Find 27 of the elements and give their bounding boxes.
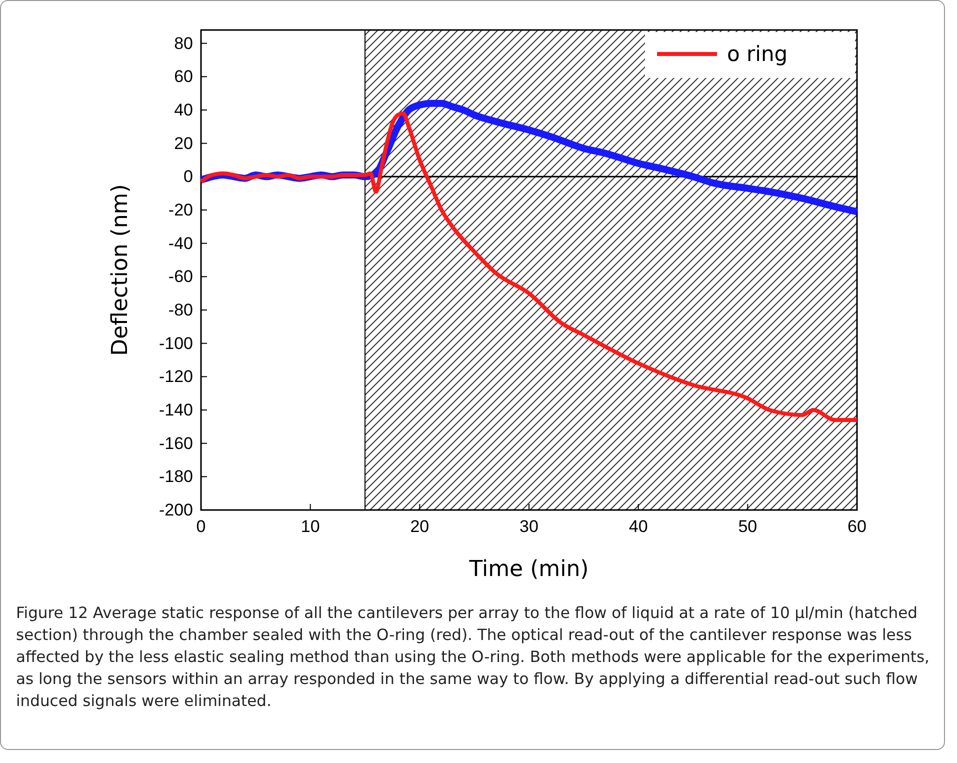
x-tick-label: 0 [196,517,206,536]
x-tick-label: 50 [738,517,758,536]
y-tick-label: -100 [158,334,193,353]
legend-label: o ring [727,42,788,66]
caption: Figure 12 Average static response of all the cantilevers per array to the flow of liquid at a rate of 10 µl/min (hatched section) through the chamber sealed with the O-ring (red). The optical read-out of the cantilever response was less affected by the less elastic sealing method than using the O-ring. Both methods were applicable for the experiments, as long the sensors within an array responded in the same way to flow. By applying a differential read-out such flow induced signals were eliminated. [16,603,930,712]
line-series [199,111,859,422]
y-axis-title: Deflection (nm) [108,184,133,356]
y-tick-label: 40 [174,100,193,120]
y-tick-label: -80 [168,300,193,320]
y-tick-label: 20 [174,134,193,153]
y-tick-label: -160 [158,434,193,453]
x-tick-label: 40 [628,517,648,536]
y-tick-label: -180 [158,467,193,486]
y-tick-label: -120 [158,367,193,386]
y-tick-label: 80 [174,34,193,53]
y-tick-label: 0 [184,167,193,186]
x-tick-label: 10 [300,517,320,536]
x-tick-label: 30 [520,517,538,536]
y-tick-label: -40 [168,234,193,253]
y-tick-label: -60 [168,267,193,286]
y-tick-label: -20 [168,200,193,220]
x-tick-label: 60 [848,517,866,536]
y-tick-label: -140 [158,400,193,420]
x-tick-label: 20 [410,517,430,536]
y-tick-label: 60 [174,67,193,86]
y-tick-label: -200 [158,500,193,520]
x-axis-title: Time (min) [468,557,589,582]
